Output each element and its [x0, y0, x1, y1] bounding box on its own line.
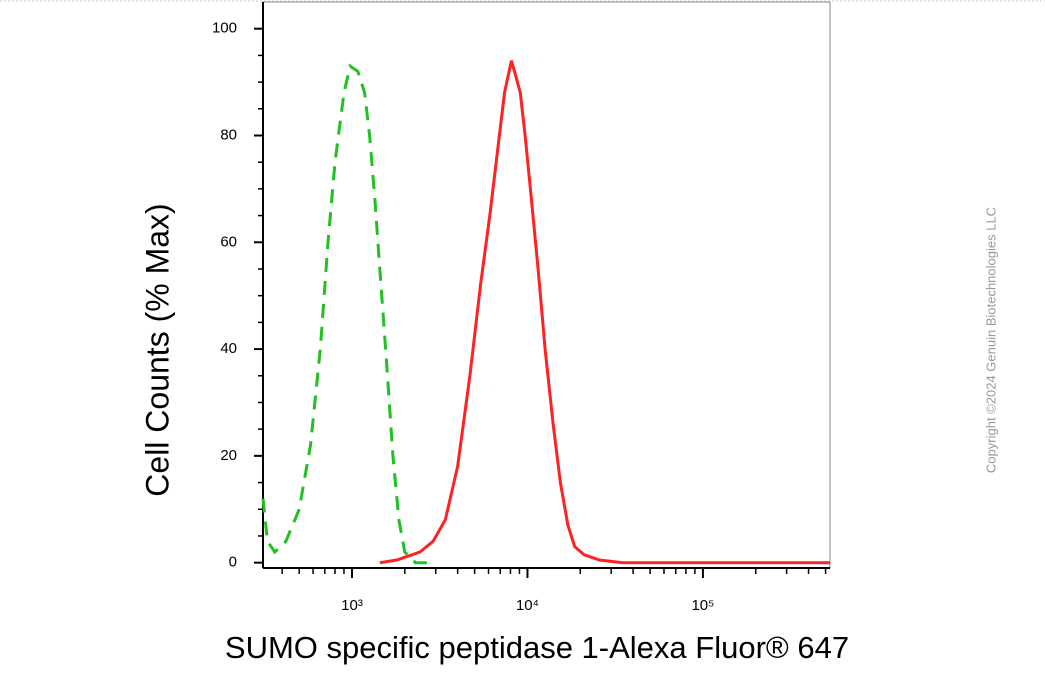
watermark: Copyright ©2024 Genuin Biotechnologies L…: [983, 207, 998, 473]
y-tick-label: 0: [229, 554, 237, 571]
x-tick-label: 10⁵: [691, 597, 714, 614]
histogram-line: [379, 60, 830, 565]
x-axis-label: SUMO specific peptidase 1-Alexa Fluor® 6…: [225, 630, 849, 665]
y-tick-label: 100: [212, 20, 237, 37]
y-tick-label: 80: [220, 126, 237, 143]
x-tick-label: 10³: [341, 597, 363, 614]
y-tick-label: 60: [220, 233, 237, 250]
histogram-line: [261, 63, 436, 565]
y-tick-label: 40: [220, 340, 237, 357]
plot-frame: [262, 1, 831, 569]
y-tick-label: 20: [220, 447, 237, 464]
x-tick-label: 10⁴: [516, 597, 539, 614]
y-axis-label: Cell Counts (% Max): [139, 203, 175, 496]
